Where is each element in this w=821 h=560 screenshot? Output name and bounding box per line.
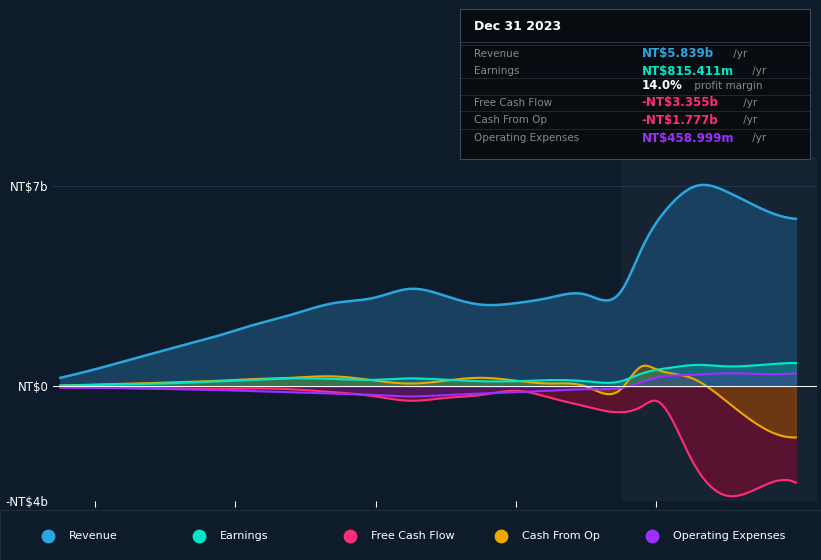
Text: /yr: /yr	[750, 66, 767, 76]
Text: Cash From Op: Cash From Op	[474, 115, 547, 125]
Text: NT$458.999m: NT$458.999m	[642, 132, 734, 144]
Text: NT$815.411m: NT$815.411m	[642, 65, 734, 78]
Text: Revenue: Revenue	[474, 49, 519, 59]
Text: Free Cash Flow: Free Cash Flow	[474, 98, 552, 108]
Text: /yr: /yr	[740, 98, 757, 108]
Point	[645, 531, 658, 540]
Text: /yr: /yr	[750, 133, 767, 143]
Text: Operating Expenses: Operating Expenses	[672, 531, 785, 541]
Text: Free Cash Flow: Free Cash Flow	[370, 531, 454, 541]
Text: Cash From Op: Cash From Op	[521, 531, 599, 541]
Text: Operating Expenses: Operating Expenses	[474, 133, 579, 143]
Text: /yr: /yr	[730, 49, 747, 59]
Text: Dec 31 2023: Dec 31 2023	[474, 21, 561, 34]
Text: Earnings: Earnings	[219, 531, 268, 541]
Text: Revenue: Revenue	[68, 531, 117, 541]
Point	[41, 531, 54, 540]
Text: -NT$3.355b: -NT$3.355b	[642, 96, 718, 109]
Text: /yr: /yr	[740, 115, 757, 125]
Text: profit margin: profit margin	[690, 81, 762, 91]
Bar	[621, 157, 817, 501]
Point	[494, 531, 507, 540]
Point	[343, 531, 356, 540]
Text: -NT$1.777b: -NT$1.777b	[642, 114, 718, 127]
Point	[192, 531, 205, 540]
Text: Earnings: Earnings	[474, 66, 519, 76]
Text: NT$5.839b: NT$5.839b	[642, 48, 713, 60]
Text: 14.0%: 14.0%	[642, 79, 682, 92]
